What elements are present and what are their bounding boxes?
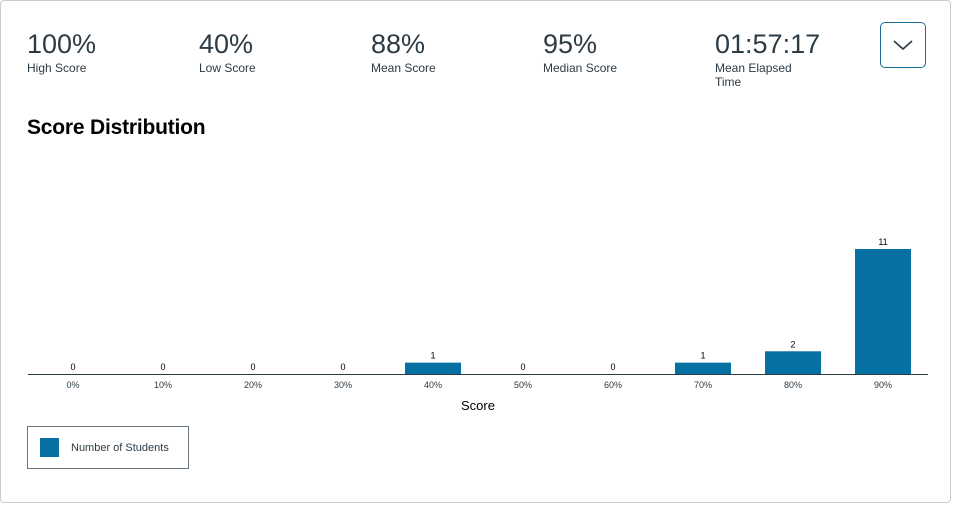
stat-value: 100% <box>27 29 97 59</box>
bar-value-label: 0 <box>610 362 615 372</box>
chart-legend[interactable]: Number of Students <box>27 426 189 469</box>
legend-swatch <box>40 438 59 457</box>
x-tick-label: 0% <box>66 380 79 390</box>
bar-value-label: 0 <box>520 362 525 372</box>
stat-label: High Score <box>27 61 87 75</box>
stat-mean-score: 88% Mean Score <box>371 28 436 75</box>
chevron-down-icon <box>893 40 913 51</box>
section-title: Score Distribution <box>27 116 206 139</box>
collapse-toggle-button[interactable] <box>880 22 926 68</box>
stat-value: 40% <box>199 29 254 59</box>
chart-bar <box>765 351 821 374</box>
stat-label: Mean Elapsed Time <box>715 61 792 89</box>
x-tick-label: 90% <box>874 380 892 390</box>
bar-value-label: 0 <box>70 362 75 372</box>
x-tick-label: 20% <box>244 380 262 390</box>
stat-label: Low Score <box>199 61 256 75</box>
stat-high-score: 100% High Score <box>27 28 96 75</box>
chart-bar <box>855 249 911 374</box>
stat-median-score: 95% Median Score <box>543 28 617 75</box>
bar-value-label: 0 <box>250 362 255 372</box>
x-tick-label: 60% <box>604 380 622 390</box>
x-tick-label: 40% <box>424 380 442 390</box>
stat-mean-elapsed-time: 01:57:17 Mean Elapsed Time <box>715 28 820 89</box>
bar-value-label: 0 <box>160 362 165 372</box>
stat-low-score: 40% Low Score <box>199 28 256 75</box>
x-tick-label: 70% <box>694 380 712 390</box>
bar-value-label: 0 <box>340 362 345 372</box>
score-distribution-chart: 0 0% 0 10% 0 20% 0 30% 1 40% 0 50% 0 60% 1 70% 2 80% 11 90%… <box>28 237 928 413</box>
bar-value-label: 1 <box>430 351 435 361</box>
legend-label: Number of Students <box>71 441 169 454</box>
x-axis-label: Score <box>461 398 495 413</box>
x-tick-label: 10% <box>154 380 172 390</box>
stat-value: 01:57:17 <box>715 29 821 59</box>
stat-value: 88% <box>371 29 426 59</box>
chart-bar <box>405 362 461 374</box>
x-tick-label: 50% <box>514 380 532 390</box>
x-tick-label: 30% <box>334 380 352 390</box>
stat-label: Mean Score <box>371 61 436 75</box>
stat-value: 95% <box>543 29 598 59</box>
bar-value-label: 1 <box>700 351 705 361</box>
stat-label: Median Score <box>543 61 618 75</box>
bar-value-label: 2 <box>790 339 795 349</box>
x-tick-label: 80% <box>784 380 802 390</box>
bar-value-label: 11 <box>878 237 887 247</box>
chart-bar <box>675 362 731 374</box>
